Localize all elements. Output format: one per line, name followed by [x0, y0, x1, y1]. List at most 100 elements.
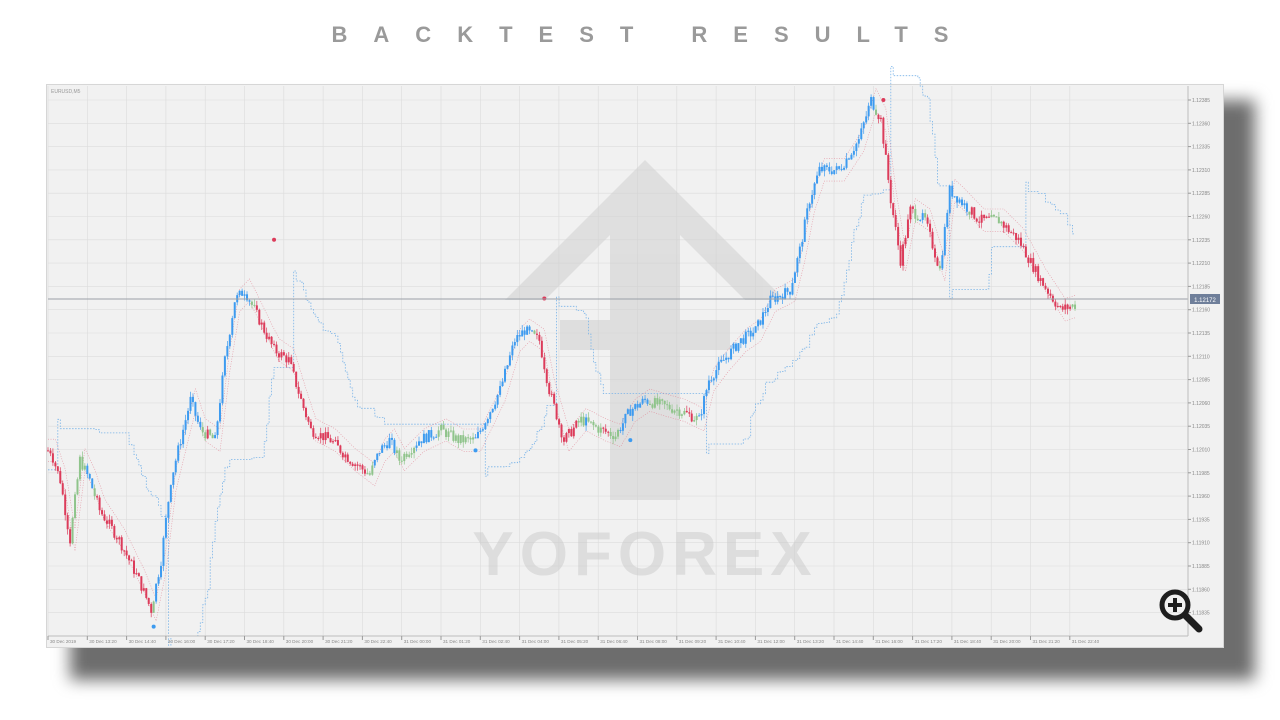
candle: [798, 246, 801, 259]
candle: [307, 417, 310, 422]
price-tick-label: 1.12110: [1192, 354, 1210, 360]
candle: [418, 441, 421, 446]
candle: [845, 158, 848, 168]
candle: [518, 335, 521, 337]
candle: [221, 375, 224, 404]
candle: [698, 415, 701, 417]
candle: [150, 603, 153, 613]
candle: [813, 183, 816, 195]
candle: [86, 465, 89, 474]
candle: [612, 435, 615, 440]
candle: [970, 207, 973, 215]
candle: [914, 208, 917, 219]
candle: [481, 429, 484, 431]
candle: [81, 456, 84, 470]
candle: [589, 421, 592, 423]
candle: [548, 383, 551, 395]
candle: [749, 330, 752, 337]
candle: [902, 244, 905, 266]
candle: [722, 359, 725, 361]
candle: [1029, 258, 1032, 263]
candle: [1037, 266, 1040, 281]
candle: [555, 403, 558, 420]
candle: [941, 255, 944, 269]
candle: [779, 295, 782, 297]
candle: [420, 441, 423, 444]
candle: [76, 479, 79, 495]
candle: [1012, 232, 1015, 234]
candle: [449, 430, 452, 432]
candle: [152, 601, 155, 613]
candle: [440, 424, 443, 431]
candle: [504, 368, 507, 382]
candle: [410, 453, 413, 455]
candle: [486, 419, 489, 424]
buy-signal-marker: [151, 624, 156, 629]
candle: [764, 311, 767, 313]
buy-signal-marker: [628, 438, 633, 443]
candle: [897, 226, 900, 246]
candle: [531, 330, 534, 332]
price-tick-label: 1.12010: [1192, 448, 1210, 454]
candle: [980, 214, 983, 223]
candle: [496, 394, 499, 405]
candle: [346, 454, 349, 462]
candle: [243, 294, 246, 296]
candle: [408, 454, 411, 457]
candle: [300, 393, 303, 399]
candle: [157, 577, 160, 584]
candle: [295, 371, 298, 387]
price-tick-label: 1.12360: [1192, 121, 1210, 127]
candle: [228, 334, 231, 347]
candle: [265, 332, 268, 339]
candle: [273, 343, 276, 345]
time-tick-label: 31 Dec 10:40: [718, 639, 746, 644]
time-tick-label: 31 Dec 21:20: [1033, 639, 1061, 644]
candle: [668, 404, 671, 410]
candle: [587, 417, 590, 422]
candle: [761, 312, 764, 325]
candle: [739, 338, 742, 344]
candle: [297, 386, 300, 394]
candle: [921, 213, 924, 220]
candle: [445, 429, 448, 437]
price-tick-label: 1.11885: [1192, 564, 1210, 570]
candle: [354, 464, 357, 466]
candle: [860, 128, 863, 140]
candle: [128, 555, 131, 561]
candle: [447, 431, 450, 437]
candle: [983, 214, 986, 219]
candle: [540, 340, 543, 358]
candle: [572, 427, 575, 437]
candle: [177, 445, 180, 461]
candle: [71, 517, 74, 544]
candle: [506, 365, 509, 369]
candle: [322, 433, 325, 441]
candle: [275, 344, 278, 354]
candle: [646, 399, 649, 404]
candle: [194, 402, 197, 416]
candle: [413, 447, 416, 454]
candle: [744, 331, 747, 344]
candle: [105, 520, 108, 524]
candle: [435, 436, 438, 438]
candle: [376, 453, 379, 460]
candle: [246, 294, 249, 301]
candle: [759, 320, 762, 325]
candle: [685, 410, 688, 413]
candle: [953, 196, 956, 198]
candle: [594, 425, 597, 427]
candle: [720, 359, 723, 362]
candle: [1056, 305, 1059, 307]
candle: [155, 583, 158, 602]
candle: [231, 318, 234, 335]
candle: [160, 565, 163, 578]
candle: [916, 218, 919, 221]
zoom-in-icon[interactable]: [1157, 587, 1205, 635]
candle: [924, 213, 927, 218]
candle: [535, 333, 538, 335]
candle: [707, 380, 710, 391]
candle: [69, 529, 72, 544]
candle: [1024, 246, 1027, 258]
candle: [191, 396, 194, 403]
